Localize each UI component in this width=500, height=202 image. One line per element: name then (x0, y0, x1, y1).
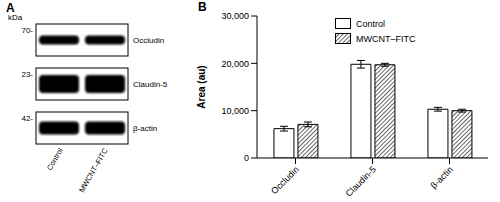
svg-text:MWCNT–FITC: MWCNT–FITC (77, 146, 110, 194)
svg-text:20,000: 20,000 (221, 59, 249, 69)
svg-text:Occludin: Occludin (269, 164, 301, 196)
svg-text:Claudin-5: Claudin-5 (133, 80, 168, 89)
html-text:MWCNT–FITC: MWCNT–FITC (356, 33, 416, 44)
svg-text:23-: 23- (21, 70, 33, 79)
svg-text:30,000: 30,000 (221, 11, 249, 21)
svg-text:10,000: 10,000 (221, 106, 249, 116)
svg-text:0: 0 (244, 153, 249, 163)
svg-text:Control: Control (45, 146, 65, 172)
svg-text:β-actin: β-actin (133, 124, 157, 133)
svg-text:Claudin-5: Claudin-5 (344, 164, 378, 198)
svg-text:kDa: kDa (8, 13, 23, 22)
html-text:Control: Control (356, 18, 385, 29)
svg-text:β-actin: β-actin (429, 164, 455, 190)
svg-text:Occludin: Occludin (133, 36, 164, 45)
svg-text:Area (au): Area (au) (196, 65, 207, 108)
svg-text:70-: 70- (21, 26, 33, 35)
svg-text:42-: 42- (21, 114, 33, 123)
html-text:B: B (198, 0, 207, 14)
